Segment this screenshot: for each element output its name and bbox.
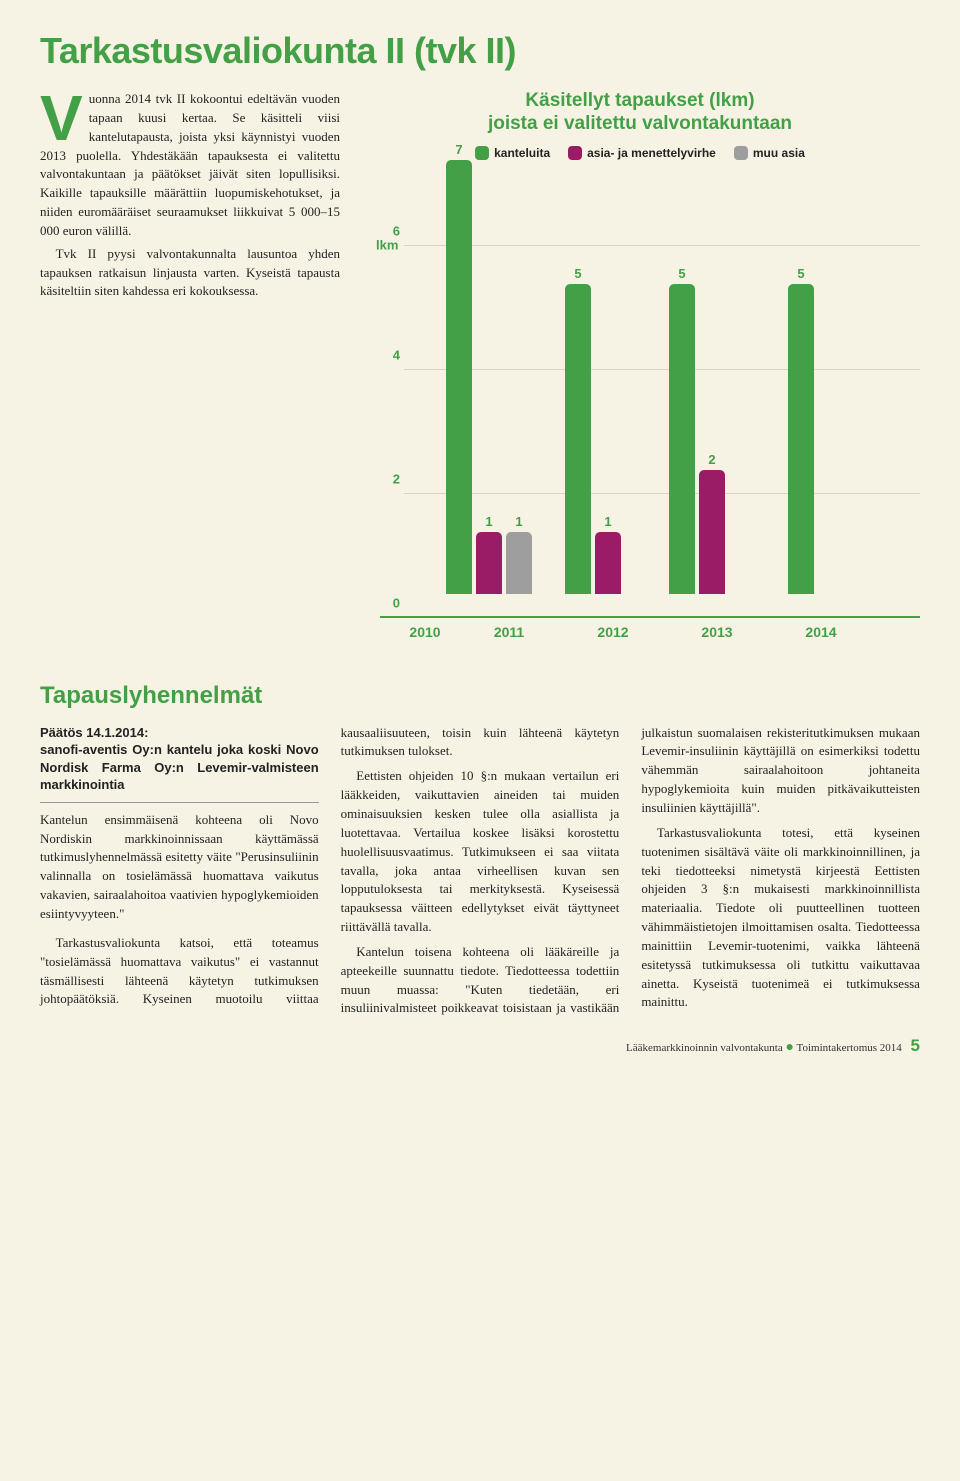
chart-title-line1: Käsitellyt tapaukset (lkm) [360,90,920,113]
divider [40,802,319,803]
legend-item: asia- ja menettelyvirhe [568,146,716,160]
legend-swatch [568,146,582,160]
bar-value-label: 1 [506,514,532,529]
body-p5: Tarkastusvaliokunta totesi, että kyseine… [641,824,920,1012]
bar: 2 [699,470,725,594]
bar-value-label: 5 [565,266,591,281]
page-footer: Lääkemarkkinoinnin valvontakunta ● Toimi… [40,1036,920,1056]
bar: 1 [506,532,532,594]
page-title: Tarkastusvaliokunta II (tvk II) [40,30,920,72]
body-p3: Eettisten ohjeiden 10 §:n mukaan vertail… [341,767,620,937]
gridline [404,245,920,246]
legend-label: asia- ja menettelyvirhe [587,146,716,160]
legend-item: kanteluita [475,146,550,160]
bar-value-label: 1 [476,514,502,529]
bar: 5 [788,284,814,594]
y-tick-label: 0 [380,595,400,610]
bar: 1 [476,532,502,594]
legend-label: muu asia [753,146,805,160]
body-p1: Kantelun ensimmäisenä kohteena oli Novo … [40,811,319,924]
body-columns: Päätös 14.1.2014:sanofi-aventis Oy:n kan… [40,724,920,1019]
legend-swatch [475,146,489,160]
x-tick-label: 2010 [380,624,470,640]
intro-column: V uonna 2014 tvk II kokoontui edeltävän … [40,90,340,642]
bar-value-label: 2 [699,452,725,467]
bar: 5 [669,284,695,594]
y-tick-label: 2 [380,471,400,486]
section-title: Tapauslyhennelmät [40,682,920,710]
bar-value-label: 1 [595,514,621,529]
x-tick-label: 2013 [672,624,762,640]
y-tick-label: 6 [380,223,400,238]
bar: 5 [565,284,591,594]
footer-text1: Lääkemarkkinoinnin valvontakunta [626,1042,783,1054]
gridline [404,493,920,494]
x-tick-label: 2011 [464,624,554,640]
x-tick-label: 2012 [568,624,658,640]
bar-value-label: 7 [446,142,472,157]
x-tick-label: 2014 [776,624,866,640]
footer-dot-icon: ● [786,1040,794,1055]
intro-p2: Tvk II pyysi valvontakunnalta lausuntoa … [40,245,340,302]
dropcap: V [40,90,89,142]
bar: 1 [595,532,621,594]
bar-value-label: 5 [669,266,695,281]
bar-value-label: 5 [788,266,814,281]
legend-swatch [734,146,748,160]
y-tick-label: 4 [380,347,400,362]
page-number: 5 [911,1036,920,1055]
chart: Käsitellyt tapaukset (lkm) joista ei val… [360,90,920,642]
footer-text2: Toimintakertomus 2014 [797,1042,902,1054]
legend-label: kanteluita [494,146,550,160]
chart-title-line2: joista ei valitettu valvontakuntaan [360,113,920,136]
bar: 7 [446,160,472,594]
chart-legend: kanteluita asia- ja menettelyvirhe muu asi… [360,146,920,160]
case-subheading: Päätös 14.1.2014:sanofi-aventis Oy:n kan… [40,724,319,794]
y-axis-label: lkm [376,237,398,252]
legend-item: muu asia [734,146,805,160]
gridline [404,369,920,370]
